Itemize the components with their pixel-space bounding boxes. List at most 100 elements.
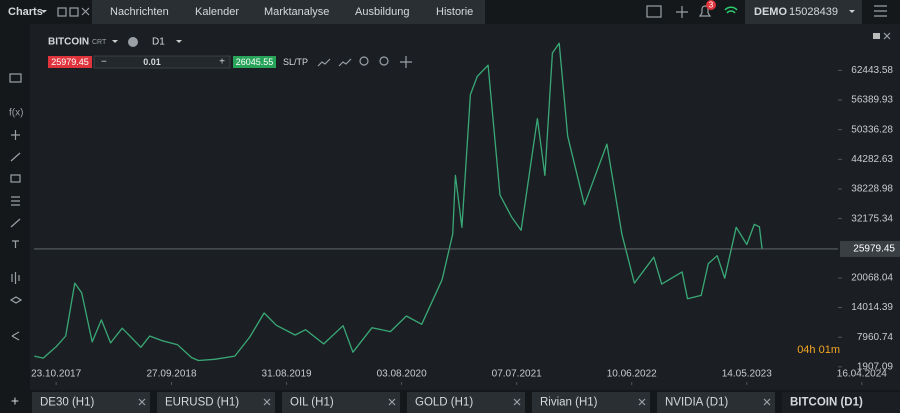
symbol-tag: CRT: [92, 39, 107, 46]
sltp[interactable]: SL/TP: [283, 57, 308, 67]
tool-icon[interactable]: [11, 130, 20, 140]
tab-close[interactable]: [763, 398, 771, 406]
left-toolbar: [0, 24, 30, 390]
y-tick-label: 62443.58: [851, 65, 893, 76]
volume-plus[interactable]: +: [219, 57, 225, 68]
badge-count: 3: [709, 1, 714, 10]
x-tick-label: 31.08.2019: [262, 369, 312, 380]
x-tick-label: 23.10.2017: [31, 369, 81, 380]
crosshair-icon[interactable]: [400, 56, 412, 68]
instrument-tab-label: BITCOIN (D1): [790, 397, 863, 409]
tool-icon[interactable]: [9, 73, 22, 83]
menu[interactable]: Charts: [8, 6, 43, 18]
instrument-tab-label: EURUSD (H1): [165, 397, 239, 409]
y-tick-label: 20068.04: [851, 273, 893, 284]
x-tick-label: 07.07.2021: [492, 369, 542, 380]
instrument-tab-label: GOLD (H1): [415, 397, 473, 409]
tool-icon[interactable]: [11, 272, 20, 284]
nav-tab[interactable]: Kalender: [195, 6, 239, 18]
y-tick-label: 44282.63: [851, 154, 893, 165]
account-caret: [849, 10, 855, 13]
zoom-in-icon[interactable]: [379, 56, 389, 66]
x-tick-label: 03.08.2020: [377, 369, 427, 380]
badge: [706, 0, 716, 10]
zoom-out-icon[interactable]: [359, 56, 369, 66]
add-tab[interactable]: +: [11, 393, 19, 409]
symbol[interactable]: BITCOIN: [48, 37, 89, 48]
buy-price: 26045.55: [236, 57, 274, 67]
tab-close[interactable]: [638, 398, 646, 406]
bottom-tabs: DE30 (H1) EURUSD (H1) OIL (H1) GOLD (H1) Riv…: [32, 392, 900, 413]
menu-caret: [41, 10, 47, 13]
instrument-tab[interactable]: [282, 392, 400, 413]
bell-icon[interactable]: [698, 5, 712, 17]
instrument-tab-label: DE30 (H1): [40, 397, 94, 409]
tool-icon[interactable]: [11, 196, 20, 206]
wifi-icon: [724, 6, 738, 14]
instrument-tab[interactable]: [407, 392, 525, 413]
y-tick-label: 50336.28: [851, 124, 893, 135]
tool-icon[interactable]: [11, 331, 20, 341]
sell-price: 25979.45: [51, 57, 89, 67]
y-tick-label: 1907.09: [857, 361, 894, 372]
nav-tab[interactable]: Historie: [436, 6, 473, 18]
indicator-icon[interactable]: [338, 58, 352, 67]
x-tick-label: 27.09.2018: [146, 369, 196, 380]
chart-area: 62443.58 56389.93 50336.28 44282.63 38228.98…: [31, 42, 900, 385]
chart-type-icon[interactable]: [317, 58, 331, 67]
y-tick-label: 32175.34: [851, 213, 893, 224]
instrument-tab[interactable]: [657, 392, 775, 413]
account-box[interactable]: [745, 0, 862, 24]
tool-icon[interactable]: [9, 296, 23, 304]
current-price-box: [840, 240, 900, 257]
y-tick-label: 38228.98: [851, 184, 893, 195]
instrument-tab-label: Rivian (H1): [540, 397, 598, 409]
x-tick-label: 10.06.2022: [607, 369, 657, 380]
tab-close[interactable]: [513, 398, 521, 406]
popout-icon[interactable]: [57, 7, 67, 17]
info-icon[interactable]: [128, 37, 138, 47]
volume-box[interactable]: [93, 55, 231, 69]
nav-tab[interactable]: Ausbildung: [355, 6, 409, 18]
volume: 0.01: [143, 57, 161, 67]
tab-close[interactable]: [263, 398, 271, 406]
tool-icon[interactable]: [10, 174, 21, 183]
instrument-tab[interactable]: [532, 392, 650, 413]
symbol-caret: [112, 40, 118, 43]
instrument-tab[interactable]: [782, 392, 900, 413]
instrument-tab[interactable]: [157, 392, 275, 413]
tool-icon[interactable]: f(x): [9, 108, 23, 119]
hamburger[interactable]: [874, 5, 887, 17]
account-type: DEMO: [754, 6, 787, 18]
window-icon[interactable]: [69, 7, 79, 17]
timeframe[interactable]: D1: [152, 37, 165, 48]
account-id: 15028439: [789, 6, 838, 18]
layout-icon[interactable]: [646, 5, 662, 18]
tool-icon[interactable]: [10, 218, 21, 228]
y-tick-label: 7960.74: [857, 332, 894, 343]
tab-close[interactable]: [138, 398, 146, 406]
timeframe-caret: [176, 40, 182, 43]
instrument-tab[interactable]: [32, 392, 150, 413]
tool-icon[interactable]: [10, 152, 21, 162]
tool-icon[interactable]: [12, 240, 19, 248]
connect-icon[interactable]: [676, 6, 688, 18]
close-icon[interactable]: [81, 7, 90, 16]
buy-button[interactable]: [233, 56, 276, 68]
y-tick-label: 14014.39: [851, 302, 893, 313]
tab-bar: [92, 0, 485, 24]
chart-close-icon[interactable]: [883, 32, 891, 40]
nav-tab[interactable]: Marktanalyse: [264, 6, 329, 18]
price-line: [34, 42, 763, 362]
nav-tab[interactable]: Nachrichten: [110, 6, 169, 18]
y-tick-label: 56389.93: [851, 95, 893, 106]
volume-minus[interactable]: −: [101, 57, 107, 68]
instrument-tab-label: OIL (H1): [290, 397, 334, 409]
current-price-label: 25979.45: [853, 244, 895, 255]
tab-close[interactable]: [388, 398, 396, 406]
sell-button[interactable]: [48, 56, 92, 68]
chart-max-icon[interactable]: [873, 33, 880, 39]
